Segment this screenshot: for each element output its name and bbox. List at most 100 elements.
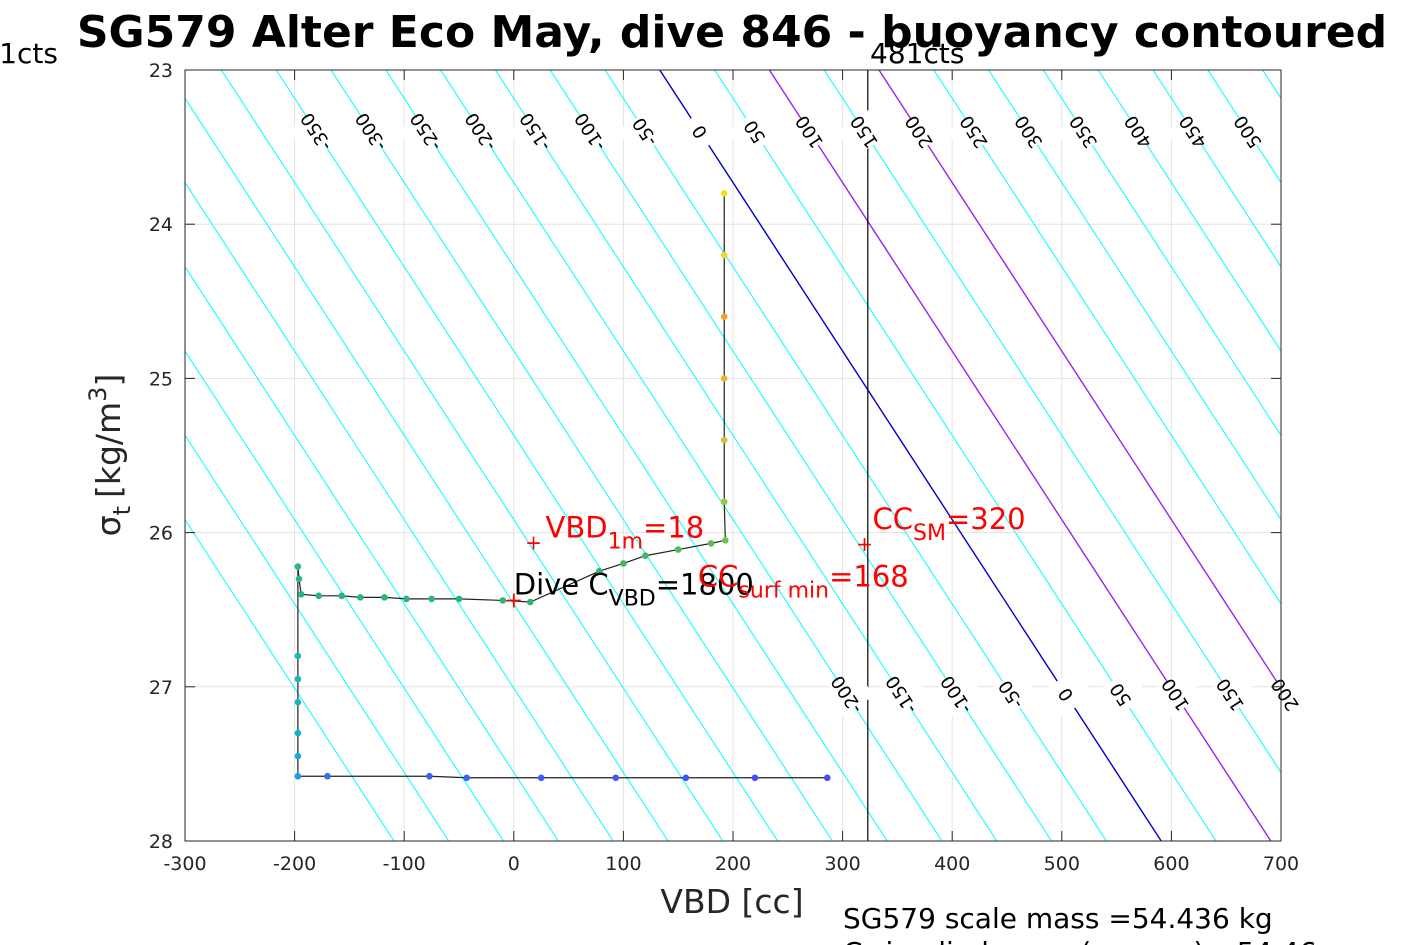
contour-line--300 [330, 70, 833, 841]
contour-line-100 [768, 70, 1272, 841]
track-point-12 [526, 598, 534, 606]
y-axis-label: σt [kg/m3] [84, 374, 136, 537]
track-point-36 [751, 774, 759, 782]
cc_sm-prefix: CC [873, 502, 914, 536]
track-point-10 [620, 560, 627, 567]
track-point-27 [294, 729, 302, 737]
contour-line--700 [185, 518, 395, 841]
track-point-22 [295, 575, 303, 583]
dive-track [294, 190, 831, 782]
y-tick-label-3: 26 [149, 523, 173, 545]
y-tick-label-4: 27 [149, 677, 173, 699]
track-point-32 [463, 774, 470, 782]
track-point-35 [682, 774, 690, 782]
track-point-21 [297, 590, 305, 598]
track-point-20 [315, 592, 323, 600]
x-tick-label-0: -300 [163, 853, 206, 875]
dive-c-vbd-marker: + [505, 588, 523, 613]
x-axis-label: VBD [cc] [660, 882, 803, 921]
contour-labels: -350 -300 -250 -200 -150 -100 -50 0 50 100 150 200 2… [289, 106, 1313, 720]
contour-line--250 [385, 70, 888, 841]
contour-top-label-bg-0 [289, 106, 344, 158]
track-point-24 [294, 652, 302, 660]
x-tick-label-10: 700 [1263, 853, 1299, 875]
contour-line--350 [275, 70, 779, 841]
y-tick-label-2: 25 [149, 368, 173, 390]
cc_surf_min-label: CCsurf min=168 [698, 560, 909, 604]
y-tick-label-0: 23 [149, 60, 173, 82]
track-point-19 [338, 592, 346, 600]
cc_surf_min-subscript: surf min [738, 579, 829, 604]
contour-line-150 [823, 70, 1281, 774]
x-tick-label-6: 300 [824, 853, 860, 875]
contour-top-label-bg-17 [1220, 106, 1276, 158]
contour-bottom-label-bg-1 [874, 669, 929, 720]
dive_c_vbd-prefix: Dive C [514, 567, 609, 601]
dive_c_vbd-label: Dive CVBD=1800 [514, 567, 754, 611]
cc_surf_min-prefix: CC [698, 560, 739, 594]
footer-scale-mass: SG579 scale mass =54.436 kg [843, 902, 1273, 935]
contour-top-label-bg-1 [343, 106, 399, 158]
chart-title: SG579 Alter Eco May, dive 846 - buoyancy… [77, 7, 1387, 58]
buoyancy-contours [185, 70, 1417, 841]
track-point-37 [823, 774, 831, 782]
vbd_1m-value: =18 [643, 510, 704, 544]
y-label-symbol: σ [89, 515, 128, 536]
x-tick-label-1: -200 [273, 853, 316, 875]
contour-top-label-bg-7 [672, 106, 728, 158]
contour-line-300 [988, 70, 1281, 521]
contour-line--400 [220, 70, 724, 841]
contour-top-label-bg-9 [782, 106, 837, 158]
contour-line-650 [1372, 70, 1417, 841]
contour-line--200 [440, 70, 943, 841]
cc_surf_min-value: =168 [829, 560, 909, 594]
track-point-1 [720, 251, 728, 259]
vbd_1m-label: VBD1m=18 [546, 510, 705, 554]
track-point-17 [381, 594, 388, 601]
contour-line-0 [659, 70, 1162, 841]
track-point-8 [674, 546, 682, 553]
track-point-9 [642, 552, 649, 560]
track-point-0 [720, 190, 728, 197]
cc_sm-subscript: SM [913, 521, 946, 546]
track-point-31 [426, 772, 433, 780]
contour-bottom-label-bg-0 [819, 669, 874, 720]
y-tick-label-1: 24 [149, 214, 173, 236]
contour-bottom-label-bg-4 [1038, 669, 1094, 720]
cc_sm-marker: + [856, 532, 873, 556]
contour-line--100 [549, 70, 1053, 841]
vbd_1m-subscript: 1m [608, 529, 643, 554]
track-point-7 [707, 540, 715, 547]
cc_sm-label: CCSM=320 [873, 502, 1026, 546]
contour-top-label-bg-16 [1165, 106, 1221, 158]
track-point-28 [294, 752, 302, 760]
contour-top-label-bg-8 [727, 106, 782, 158]
y-label-units-close: ] [89, 374, 128, 387]
x-tick-label-4: 100 [605, 853, 641, 875]
track-point-13 [499, 597, 507, 604]
x-tick-label-7: 400 [934, 853, 970, 875]
contour-line-250 [933, 70, 1281, 605]
y-tick-label-5: 28 [149, 831, 173, 853]
y-label-units: [kg/m [89, 402, 128, 498]
track-point-34 [612, 774, 620, 782]
x-tick-label-9: 600 [1153, 853, 1189, 875]
y-label-subscript: t [108, 506, 136, 515]
contour-bottom-label-bg-2 [929, 669, 984, 720]
contour-line--500 [185, 181, 614, 841]
track-point-6 [722, 537, 729, 544]
contour-bottom-label-bg-7 [1203, 669, 1258, 720]
contour-top-label-bg-5 [563, 106, 618, 158]
contour-top-label-bg-10 [837, 106, 892, 158]
track-point-2 [720, 313, 728, 321]
vbd_1m-marker: + [525, 530, 542, 554]
contour-line-200 [878, 70, 1281, 690]
left-cut-label: 1cts [0, 37, 58, 70]
contour-top-label-bg-4 [508, 106, 563, 158]
track-point-18 [357, 594, 364, 601]
y-label-units-sup: 3 [84, 387, 112, 402]
contour-top-label-bg-11 [891, 106, 947, 158]
x-tick-label-8: 500 [1044, 853, 1080, 875]
